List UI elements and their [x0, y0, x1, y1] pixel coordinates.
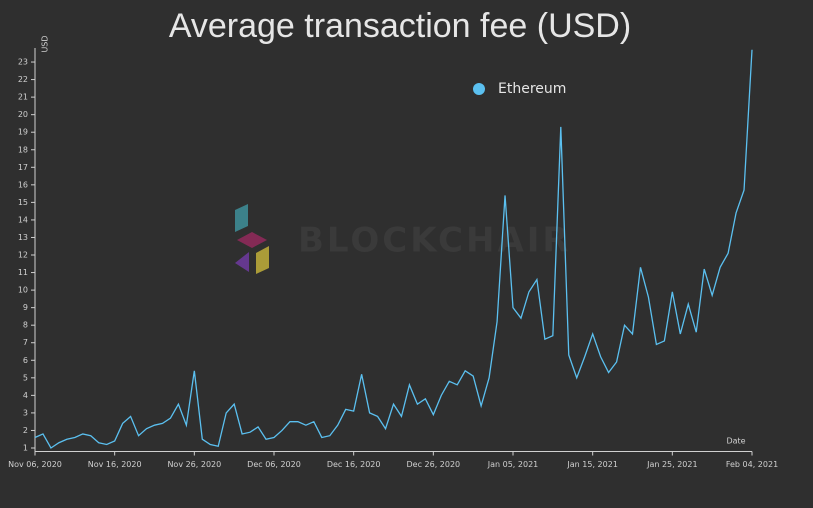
x-tick-label: Jan 15, 2021: [566, 460, 618, 469]
y-tick-label: 10: [18, 286, 28, 295]
y-tick-label: 12: [18, 251, 28, 260]
y-tick-label: 22: [18, 75, 28, 84]
legend-label: Ethereum: [498, 81, 566, 97]
y-tick-label: 14: [18, 215, 28, 224]
y-tick-label: 18: [18, 145, 28, 154]
y-tick-label: 5: [23, 373, 28, 382]
y-tick-label: 21: [18, 93, 28, 102]
data-line: [34, 49, 753, 449]
y-tick-label: 1: [23, 443, 28, 452]
y-tick-label: 20: [18, 110, 28, 119]
x-tick-label: Jan 05, 2021: [487, 460, 539, 469]
x-tick-label: Nov 06, 2020: [8, 460, 62, 469]
x-tick-label: Nov 16, 2020: [88, 460, 142, 469]
y-axis-label: USD: [41, 35, 50, 52]
x-axis-label: Date: [726, 437, 745, 446]
y-tick-label: 16: [18, 180, 28, 189]
chart-title: Average transaction fee (USD): [169, 7, 631, 45]
y-tick-label: 8: [23, 321, 28, 330]
x-tick-label: Nov 26, 2020: [167, 460, 221, 469]
x-tick-label: Feb 04, 2021: [726, 460, 778, 469]
x-tick-label: Dec 26, 2020: [407, 460, 461, 469]
y-tick-label: 4: [23, 391, 28, 400]
x-tick-label: Jan 25, 2021: [646, 460, 698, 469]
y-tick-label: 19: [18, 128, 28, 137]
y-tick-label: 2: [23, 426, 28, 435]
y-tick-label: 11: [18, 268, 28, 277]
y-tick-label: 6: [23, 356, 28, 365]
x-tick-label: Dec 16, 2020: [327, 460, 381, 469]
y-tick-label: 15: [18, 198, 28, 207]
y-tick-label: 13: [18, 233, 28, 242]
y-tick-label: 7: [23, 338, 28, 347]
y-tick-label: 17: [18, 163, 28, 172]
x-tick-label: Dec 06, 2020: [247, 460, 301, 469]
watermark: BLOCKCHAIR: [298, 221, 572, 261]
watermark-logo: [235, 204, 269, 274]
y-tick-label: 3: [23, 408, 28, 417]
legend-marker: [473, 83, 485, 95]
y-tick-label: 9: [23, 303, 28, 312]
y-tick-label: 23: [18, 58, 28, 67]
